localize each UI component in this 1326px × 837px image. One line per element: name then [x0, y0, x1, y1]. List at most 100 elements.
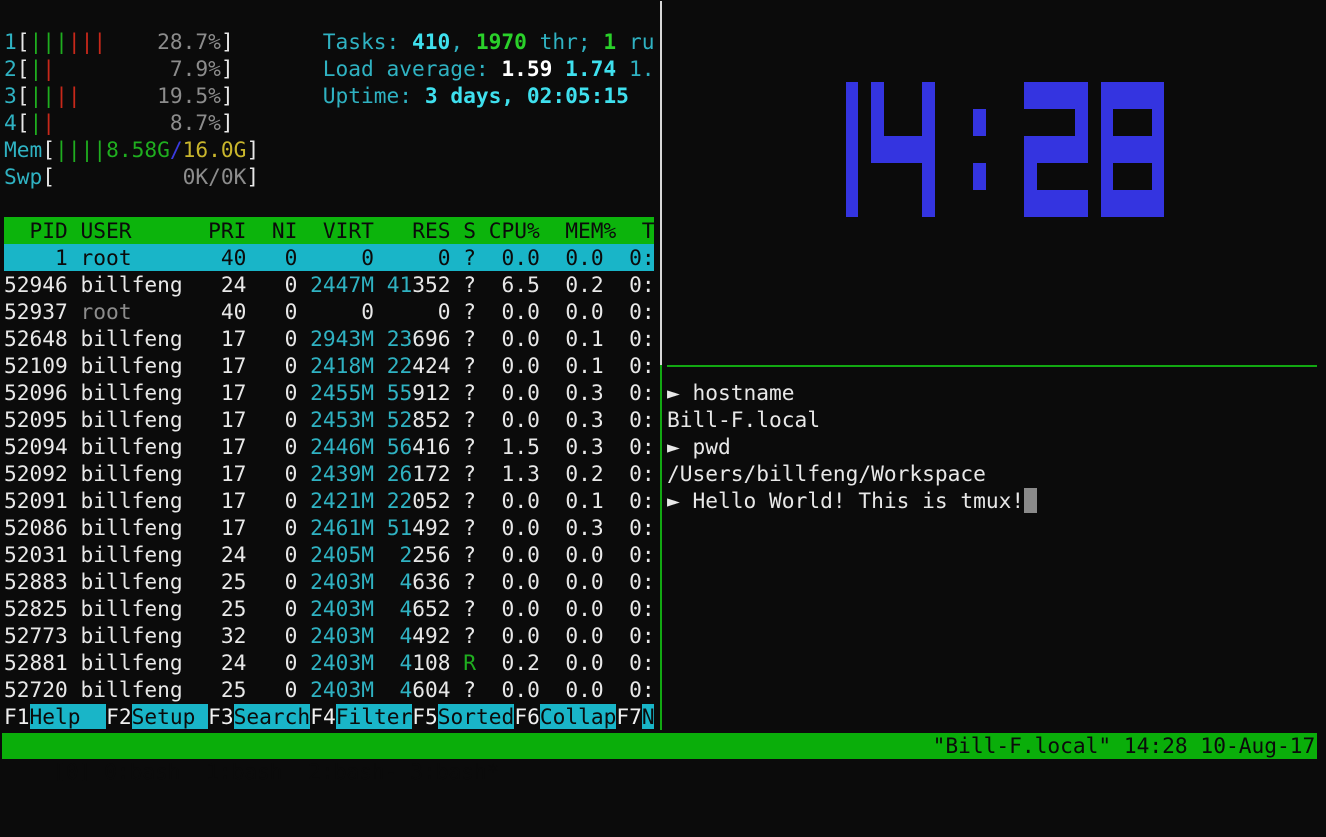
virt: 2403M: [310, 623, 374, 648]
res-high: 2: [399, 542, 413, 567]
user: billfeng: [80, 569, 196, 594]
res-high: 4: [399, 650, 413, 675]
clock-block: [922, 109, 935, 136]
process-row[interactable]: 52720 billfeng 25 0 2403M 4604 ? 0.0 0.0…: [4, 676, 654, 703]
shell-text: Bill-F.local: [667, 407, 821, 432]
clock-block: [1113, 82, 1126, 109]
fkey-f1[interactable]: F1Help: [4, 703, 107, 730]
res-low: 424: [412, 353, 451, 378]
process-row[interactable]: 52773 billfeng 32 0 2403M 4492 ? 0.0 0.0…: [4, 622, 654, 649]
pad: [310, 299, 361, 324]
res-low: 696: [412, 326, 451, 351]
pad: [374, 677, 400, 702]
pri-ni: 25 0: [195, 569, 311, 594]
pri-ni: 24 0: [195, 650, 311, 675]
fkey-f7[interactable]: F7N: [616, 703, 655, 730]
cpu-mem-time: 0.0 0.3 0:: [476, 515, 655, 540]
clock-block: [1151, 163, 1165, 190]
res-high: 26: [386, 461, 413, 486]
user: billfeng: [80, 407, 196, 432]
virt: 2439M: [310, 461, 374, 486]
pid: 52946: [4, 272, 81, 297]
process-row[interactable]: 52109 billfeng 17 0 2418M 22424 ? 0.0 0.…: [4, 352, 654, 379]
process-row[interactable]: 52095 billfeng 17 0 2453M 52852 ? 0.0 0.…: [4, 406, 654, 433]
pri-ni: 32 0: [195, 623, 311, 648]
uptime-line: Uptime: 3 days, 02:05:15: [322, 83, 629, 108]
pane-divider-horizontal[interactable]: [667, 365, 1318, 367]
pri-ni: 25 0: [195, 596, 311, 621]
meter-bar: |: [29, 110, 43, 135]
pane-divider-vertical[interactable]: [660, 1, 663, 365]
fkey-number: F4: [310, 704, 336, 729]
meter-bracket: [: [16, 56, 30, 81]
pri-ni: 17 0: [195, 461, 311, 486]
meter-bar: |: [42, 110, 56, 135]
fkey-number: F6: [514, 704, 540, 729]
pri-ni: 25 0: [195, 677, 311, 702]
virt: 2461M: [310, 515, 374, 540]
process-row[interactable]: 52092 billfeng 17 0 2439M 26172 ? 1.3 0.…: [4, 460, 654, 487]
window-3-active[interactable]: 3:bash*: [397, 759, 500, 784]
state: ?: [463, 596, 477, 621]
window-2[interactable]: 2:bash-: [282, 759, 398, 784]
state: ?: [463, 380, 477, 405]
clock-block: [1151, 82, 1165, 109]
mem-meter: Mem[||||8.58G/16.0G]: [4, 136, 259, 163]
user: billfeng: [80, 542, 196, 567]
fkey-f2[interactable]: F2Setup: [106, 703, 209, 730]
fkey-f4[interactable]: F4Filter: [310, 703, 413, 730]
task-count: 410: [412, 29, 451, 54]
process-row[interactable]: 52946 billfeng 24 0 2447M 41352 ? 6.5 0.…: [4, 271, 654, 298]
cpu-percent: 7.9%: [169, 56, 221, 81]
process-row[interactable]: 52937 root 40 0 0 0 ? 0.0 0.0 0:: [4, 298, 654, 325]
status-right: "Bill-F.local" 14:28 10-Aug-17: [932, 733, 1316, 758]
process-row[interactable]: 52094 billfeng 17 0 2446M 56416 ? 1.5 0.…: [4, 433, 654, 460]
pad: [451, 461, 464, 486]
process-row[interactable]: 1 root 40 0 0 0 ? 0.0 0.0 0:: [4, 244, 655, 271]
pri-ni: 17 0: [195, 488, 311, 513]
res-high: 52: [386, 407, 413, 432]
process-table-header[interactable]: PID USER PRI NI VIRT RES S CPU% MEM% T: [4, 217, 655, 244]
fkey-f6[interactable]: F6Collap: [514, 703, 617, 730]
res-low: 052: [412, 488, 451, 513]
user: billfeng: [80, 380, 196, 405]
clock-block: [1138, 190, 1152, 217]
fkey-label: Setup: [131, 704, 209, 729]
meter-bar: |: [55, 29, 68, 54]
pane-divider-vertical-active[interactable]: [660, 365, 663, 730]
mem-sep: /: [169, 137, 183, 162]
window-0[interactable]: 0:bash: [91, 759, 181, 784]
pad: [451, 488, 464, 513]
clock-block: [845, 109, 859, 136]
htop-pane[interactable]: 1[|||||| 28.7%] 2[|| 7.9%] 3[|||| 19.5%] 4[…: [4, 1, 655, 730]
process-row[interactable]: 52883 billfeng 25 0 2403M 4636 ? 0.0 0.0…: [4, 568, 654, 595]
pad: [451, 515, 464, 540]
res-high: 41: [386, 272, 413, 297]
process-row[interactable]: 52091 billfeng 17 0 2421M 22052 ? 0.0 0.…: [4, 487, 654, 514]
meter-bar: |: [55, 83, 68, 108]
virt: 2403M: [310, 650, 374, 675]
clock-block: [1036, 82, 1050, 109]
thread-count: 1970: [475, 29, 527, 54]
process-row[interactable]: 52648 billfeng 17 0 2943M 23696 ? 0.0 0.…: [4, 325, 654, 352]
cpu-mem-time: 0.0 0.0 0:: [476, 542, 655, 567]
state: ?: [463, 353, 477, 378]
fkey-f3[interactable]: F3Search: [208, 703, 311, 730]
cpu-mem-time: 0.0 0.0 0:: [476, 596, 655, 621]
process-row[interactable]: 52096 billfeng 17 0 2455M 55912 ? 0.0 0.…: [4, 379, 654, 406]
process-row[interactable]: 52086 billfeng 17 0 2461M 51492 ? 0.0 0.…: [4, 514, 654, 541]
clock-block: [1049, 190, 1063, 217]
meter-bar: |: [67, 29, 81, 54]
fkey-label: Collap: [539, 704, 617, 729]
window-1[interactable]: 1:bash: [180, 759, 283, 784]
clock-block: [1075, 136, 1088, 163]
process-row[interactable]: 52825 billfeng 25 0 2403M 4652 ? 0.0 0.0…: [4, 595, 654, 622]
process-row[interactable]: 52031 billfeng 24 0 2405M 2256 ? 0.0 0.0…: [4, 541, 654, 568]
shell-line: ► Hello World! This is tmux!: [667, 487, 1037, 514]
pad: [374, 299, 438, 324]
process-row[interactable]: 52881 billfeng 24 0 2403M 4108 R 0.2 0.0…: [4, 649, 654, 676]
user: billfeng: [80, 326, 196, 351]
fkey-f5[interactable]: F5Sorted: [412, 703, 515, 730]
meter-bracket: ]: [220, 29, 234, 54]
pad: [451, 434, 464, 459]
